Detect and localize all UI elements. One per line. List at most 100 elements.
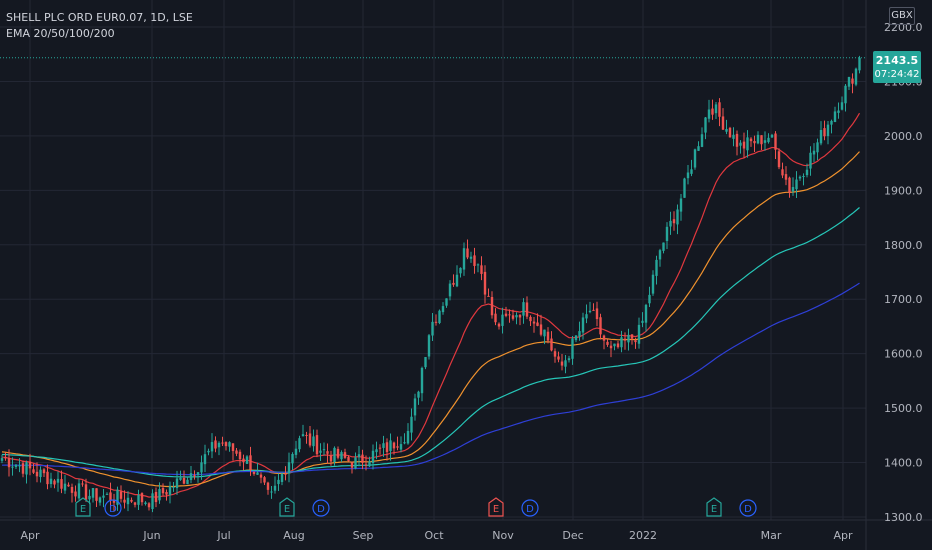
candle-body	[70, 486, 74, 493]
candle-body	[781, 169, 784, 176]
candle-body	[665, 226, 669, 241]
candle-body	[424, 357, 427, 368]
candle-body	[7, 457, 11, 468]
candle-body	[305, 435, 308, 437]
dividend-marker[interactable]: D	[104, 499, 122, 517]
candle-body	[823, 128, 826, 137]
candle-body	[760, 135, 763, 145]
candle-body	[74, 491, 77, 497]
dividend-marker[interactable]: D	[521, 499, 539, 517]
candle-body	[249, 455, 252, 470]
candle-body	[809, 152, 812, 169]
candle-body	[511, 315, 515, 319]
x-tick-label: Sep	[353, 529, 374, 542]
x-tick-label: Nov	[492, 529, 514, 542]
candle-body	[329, 455, 333, 462]
candle-body	[459, 267, 462, 274]
last-price-value: 2143.5	[875, 54, 919, 67]
candle-body	[340, 452, 343, 460]
y-tick-label: 1300.0	[884, 511, 923, 524]
candle-body	[777, 151, 781, 168]
candle-body	[662, 242, 665, 251]
candle-body	[11, 466, 14, 468]
candle-body	[501, 314, 504, 326]
candle-body	[270, 491, 273, 493]
candle-body	[728, 127, 732, 138]
candle-body	[844, 85, 847, 104]
candle-body	[571, 338, 574, 359]
candle-body	[53, 480, 56, 485]
candle-body	[658, 250, 662, 260]
x-tick-label: Jun	[142, 529, 160, 542]
candle-body	[298, 438, 301, 450]
y-tick-label: 1800.0	[884, 239, 923, 252]
candle-body	[84, 484, 88, 500]
candle-body	[788, 177, 791, 194]
event-marker-label: E	[711, 504, 717, 515]
candle-body	[739, 142, 742, 146]
candle-body	[819, 129, 823, 144]
candle-body	[200, 462, 203, 473]
earnings-marker[interactable]: E	[279, 497, 295, 517]
candle-body	[126, 497, 130, 505]
last-price-tag: 2143.5 07:24:42	[873, 51, 921, 83]
event-marker-label: E	[80, 504, 86, 515]
candle-body	[557, 356, 560, 360]
candle-body	[522, 302, 525, 316]
candle-body	[683, 178, 686, 198]
candle-body	[42, 469, 46, 474]
candle-body	[529, 316, 532, 322]
candle-body	[714, 104, 718, 114]
candle-body	[742, 141, 746, 149]
candle-body	[32, 469, 35, 473]
candle-body	[539, 324, 543, 335]
event-marker-label: D	[526, 504, 534, 515]
candle-body	[385, 442, 389, 453]
event-marker-label: D	[317, 504, 325, 515]
candle-body	[637, 324, 641, 344]
indicator-title[interactable]: EMA 20/50/100/200	[6, 27, 115, 40]
candle-body	[525, 302, 529, 317]
candle-body	[81, 483, 84, 485]
bar-countdown: 07:24:42	[874, 69, 920, 80]
candle-body	[133, 502, 137, 505]
chart-grid	[0, 0, 866, 520]
candle-body	[18, 465, 21, 467]
candle-body	[406, 430, 410, 444]
candle-body	[616, 343, 620, 348]
x-tick-label: Aug	[283, 529, 304, 542]
candle-body	[0, 458, 4, 461]
candle-body	[851, 78, 854, 84]
candle-body	[228, 442, 231, 447]
candle-body	[368, 461, 371, 467]
candle-body	[231, 443, 235, 452]
candle-body	[221, 442, 224, 444]
earnings-marker[interactable]: E	[488, 497, 504, 517]
event-marker-label: D	[109, 504, 117, 515]
candle-body	[455, 274, 459, 287]
candle-body	[613, 343, 616, 347]
chart-legend: SHELL PLC ORD EUR0.07, 1D, LSE EMA 20/50…	[6, 10, 193, 42]
y-tick-label: 1400.0	[884, 457, 923, 470]
candle-body	[770, 134, 774, 138]
candle-body	[238, 451, 242, 460]
earnings-marker[interactable]: E	[706, 497, 722, 517]
candle-body	[585, 314, 588, 319]
candle-body	[669, 220, 672, 227]
candle-body	[417, 391, 420, 398]
candle-body	[291, 453, 294, 464]
symbol-title[interactable]: SHELL PLC ORD EUR0.07, 1D, LSE	[6, 11, 193, 24]
currency-button[interactable]: GBX	[889, 7, 915, 25]
candle-body	[497, 323, 501, 327]
dividend-marker[interactable]: D	[312, 499, 330, 517]
candle-body	[347, 457, 350, 461]
earnings-marker[interactable]: E	[75, 497, 91, 517]
candle-body	[679, 198, 683, 212]
candle-body	[410, 416, 413, 433]
candle-body	[333, 447, 336, 462]
candle-body	[21, 463, 25, 474]
dividend-marker[interactable]: D	[739, 499, 757, 517]
candle-body	[833, 111, 837, 123]
candle-body	[515, 315, 518, 318]
